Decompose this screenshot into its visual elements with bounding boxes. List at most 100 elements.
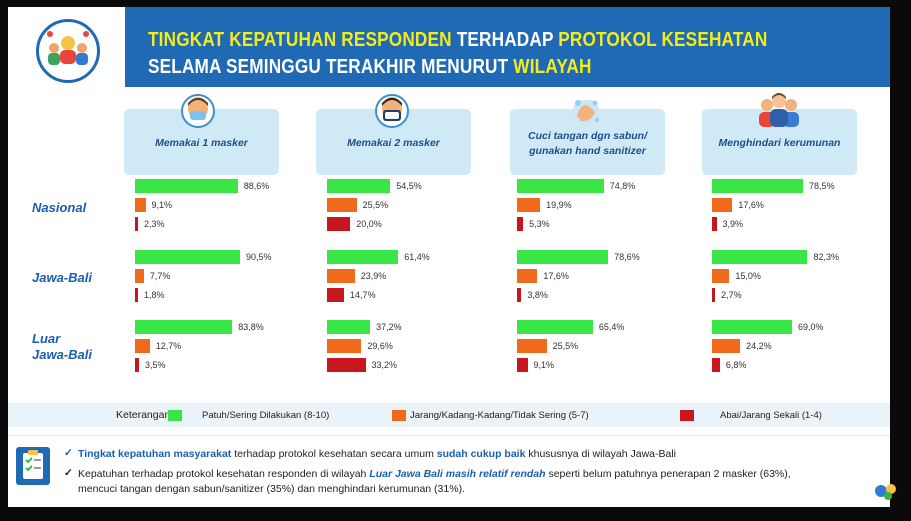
bar-value-label: 9,1% <box>151 200 173 210</box>
bar-abai <box>517 288 522 302</box>
bar-patuh <box>517 179 604 193</box>
bar-value-label: 17,6% <box>543 271 569 281</box>
bar-patuh <box>135 320 233 334</box>
legend-swatch-red <box>680 410 694 421</box>
bar-value-label: 24,2% <box>746 341 772 351</box>
region-label: Nasional <box>32 200 87 215</box>
category-label: Memakai 1 masker <box>155 137 248 149</box>
legend-label: Jarang/Kadang-Kadang/Tidak Sering (5-7) <box>410 410 589 421</box>
bar-jarang <box>712 198 733 212</box>
bar-patuh <box>712 250 808 264</box>
bar-value-label: 3,5% <box>145 360 166 370</box>
category-label: Cuci tangan dgn sabun/ gunakan hand sani… <box>527 130 647 157</box>
bar-value-label: 17,6% <box>738 200 764 210</box>
bar-jarang <box>712 269 730 283</box>
bar-value-label: 2,3% <box>144 219 165 229</box>
crowd-icon <box>756 91 802 129</box>
legend-label: Abai/Jarang Sekali (1-4) <box>720 410 822 421</box>
bar-patuh <box>517 320 593 334</box>
bar-jarang <box>517 269 538 283</box>
note-line: Kepatuhan terhadap protokol kesehatan re… <box>78 468 791 480</box>
hand-wash-icon <box>569 94 603 128</box>
legend-swatch-orange <box>392 410 406 421</box>
bar-patuh <box>517 250 609 264</box>
bar-value-label: 23,9% <box>360 271 387 281</box>
bar-jarang <box>327 339 362 353</box>
bar-value-label: 3,9% <box>722 219 744 229</box>
bar-value-label: 65,4% <box>598 322 625 332</box>
title-highlight: TINGKAT KEPATUHAN RESPONDEN <box>148 29 452 51</box>
bar-value-label: 12,7% <box>155 341 182 351</box>
bar-patuh <box>712 179 804 193</box>
bar-value-label: 82,3% <box>813 252 839 262</box>
bar-abai <box>327 217 351 231</box>
bar-value-label: 37,2% <box>376 322 402 332</box>
slide: TINGKAT KEPATUHAN RESPONDEN TERHADAP PRO… <box>8 7 890 507</box>
bar-value-label: 19,9% <box>546 200 572 210</box>
bar-value-label: 29,6% <box>367 341 393 351</box>
title-highlight: WILAYAH <box>513 56 592 78</box>
bar-value-label: 3,8% <box>527 290 548 300</box>
category-label: Memakai 2 masker <box>347 137 440 149</box>
title-banner <box>125 7 890 87</box>
bar-abai <box>517 217 524 231</box>
community-logo-icon <box>36 19 100 83</box>
bar-value-label: 88,6% <box>243 181 270 191</box>
bar-value-label: 25,5% <box>552 341 579 351</box>
legend-title: Keterangan: <box>116 409 174 421</box>
bar-abai <box>517 358 528 372</box>
bar-jarang <box>712 339 741 353</box>
bar-jarang <box>327 198 357 212</box>
title-highlight: PROTOKOL KESEHATAN <box>558 29 768 51</box>
bar-patuh <box>327 250 399 264</box>
bar-abai <box>135 288 138 302</box>
bar-value-label: 54,5% <box>396 181 422 191</box>
brand-logo-icon <box>872 480 900 502</box>
bar-value-label: 61,4% <box>404 252 430 262</box>
note-line: Tingkat kepatuhan masyarakat terhadap pr… <box>78 448 677 460</box>
bar-value-label: 69,0% <box>798 322 824 332</box>
double-mask-icon <box>375 94 409 128</box>
check-mark-icon: ✓ <box>64 467 73 479</box>
face-mask-icon <box>181 94 215 128</box>
page-title: TINGKAT KEPATUHAN RESPONDEN TERHADAP PRO… <box>148 27 767 81</box>
bar-abai <box>327 358 366 372</box>
bar-jarang <box>327 269 355 283</box>
bar-patuh <box>327 179 391 193</box>
bar-value-label: 15,0% <box>735 271 761 281</box>
bar-value-label: 25,5% <box>362 200 389 210</box>
bar-value-label: 7,7% <box>149 271 171 281</box>
bar-value-label: 1,8% <box>144 290 165 300</box>
notes-panel <box>8 435 890 507</box>
bar-patuh <box>135 250 240 264</box>
bar-jarang <box>517 198 541 212</box>
title-text: SELAMA SEMINGGU TERAKHIR MENURUT <box>148 56 514 78</box>
bar-value-label: 9,1% <box>533 360 555 370</box>
bar-jarang <box>135 339 150 353</box>
bar-abai <box>712 358 720 372</box>
bar-patuh <box>135 179 238 193</box>
bar-patuh <box>712 320 793 334</box>
legend <box>8 403 890 427</box>
bar-jarang <box>135 198 146 212</box>
region-label: Luar Jawa-Bali <box>32 331 92 362</box>
check-mark-icon: ✓ <box>64 447 73 459</box>
bar-jarang <box>135 269 144 283</box>
bar-value-label: 2,7% <box>721 290 742 300</box>
bar-abai <box>135 217 138 231</box>
bar-value-label: 74,8% <box>609 181 636 191</box>
legend-label: Patuh/Sering Dilakukan (8-10) <box>202 410 330 421</box>
bar-value-label: 83,8% <box>238 322 264 332</box>
bar-value-label: 20,0% <box>356 219 382 229</box>
bar-value-label: 6,8% <box>725 360 747 370</box>
bar-value-label: 5,3% <box>529 219 550 229</box>
bar-value-label: 78,5% <box>809 181 835 191</box>
region-label: Jawa-Bali <box>32 270 92 285</box>
legend-swatch-green <box>168 410 182 421</box>
bar-abai <box>135 358 140 372</box>
bar-abai <box>712 288 716 302</box>
bar-value-label: 14,7% <box>350 290 376 300</box>
note-line: mencuci tangan dengan sabun/sanitizer (3… <box>78 483 465 495</box>
bar-jarang <box>517 339 547 353</box>
title-text: TERHADAP <box>451 29 559 51</box>
